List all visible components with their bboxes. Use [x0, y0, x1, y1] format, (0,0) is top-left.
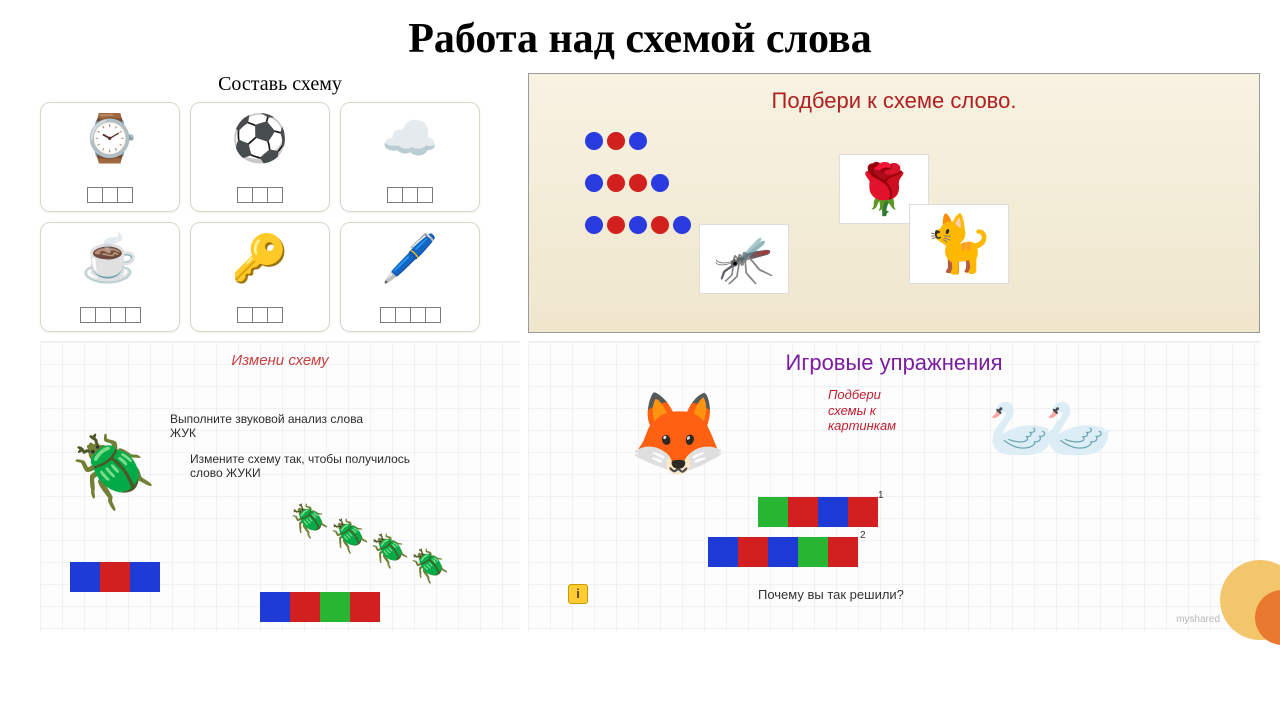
item-card-cup[interactable]: ☕ [40, 222, 180, 332]
answer-cell[interactable] [237, 187, 253, 203]
br-question: Почему вы так решили? [758, 587, 904, 602]
beetle-small-2: 🪲 [330, 517, 370, 555]
color-cell [788, 497, 818, 527]
panel-make-scheme: Составь схему ⌚ ⚽ ☁️ ☕ 🔑 🖊️ [40, 73, 520, 333]
panel-game-exercises: Игровые упражнения Подбери схемы к карти… [528, 341, 1260, 631]
answer-cell[interactable] [237, 307, 253, 323]
dot-red [629, 174, 647, 192]
beetle-small-4: 🪲 [410, 547, 450, 585]
answer-cell[interactable] [425, 307, 441, 323]
answer-boxes[interactable] [380, 307, 441, 323]
watch-icon: ⌚ [65, 109, 155, 169]
page-title: Работа над схемой слова [0, 0, 1280, 73]
panel-tr-subtitle: Подбери к схеме слово. [545, 88, 1243, 114]
color-cell [350, 592, 380, 622]
dot-red [607, 132, 625, 150]
color-cell [828, 537, 858, 567]
color-cell [708, 537, 738, 567]
ball-icon: ⚽ [215, 109, 305, 169]
cat-picture[interactable]: 🐈 [909, 204, 1009, 284]
answer-cell[interactable] [252, 187, 268, 203]
answer-cell[interactable] [380, 307, 396, 323]
panel-br-subtitle: Игровые упражнения [534, 350, 1254, 376]
dot-blue [629, 132, 647, 150]
cup-icon: ☕ [65, 229, 155, 289]
answer-cell[interactable] [125, 307, 141, 323]
answer-boxes[interactable] [387, 187, 433, 203]
dot-blue [673, 216, 691, 234]
color-strip-1 [758, 497, 878, 527]
bl-text2: Измените схему так, чтобы получилось сло… [190, 452, 420, 480]
beetle-icon: 🪲 [70, 432, 157, 514]
answer-cell[interactable] [387, 187, 403, 203]
answer-cell[interactable] [410, 307, 426, 323]
beetle-small-1: 🪲 [290, 502, 330, 540]
answer-cell[interactable] [80, 307, 96, 323]
dot-red [651, 216, 669, 234]
color-cell [290, 592, 320, 622]
answer-cell[interactable] [267, 307, 283, 323]
answer-cell[interactable] [87, 187, 103, 203]
answer-boxes[interactable] [237, 187, 283, 203]
answer-cell[interactable] [102, 187, 118, 203]
panel-change-scheme: Измени схему Выполните звуковой анализ с… [40, 341, 520, 631]
color-cell [758, 497, 788, 527]
fox-icon: 🦊 [628, 387, 728, 481]
panel-bl-subtitle: Измени схему [46, 352, 514, 369]
color-cell [320, 592, 350, 622]
answer-cell[interactable] [117, 187, 133, 203]
beetle-small-3: 🪲 [370, 532, 410, 570]
answer-boxes[interactable] [87, 187, 133, 203]
strip2-label: 2 [860, 530, 866, 541]
dot-red [607, 174, 625, 192]
br-small-text: Подбери схемы к картинкам [828, 387, 918, 434]
mosquito-picture[interactable]: 🦟 [699, 224, 789, 294]
dot-row-1[interactable] [585, 132, 1243, 150]
color-cell [798, 537, 828, 567]
geese-icon: 🦢🦢 [988, 397, 1101, 461]
info-button[interactable]: i [568, 584, 588, 604]
panel-match-word: Подбери к схеме слово. 🌹🦟🐈 [528, 73, 1260, 333]
answer-boxes[interactable] [237, 307, 283, 323]
color-strip-zhuk [70, 562, 160, 592]
color-cell [818, 497, 848, 527]
answer-cell[interactable] [95, 307, 111, 323]
decoration-corner [1200, 550, 1280, 660]
dot-blue [585, 174, 603, 192]
color-cell [100, 562, 130, 592]
strip1-label: 1 [878, 490, 884, 501]
key-icon: 🔑 [215, 229, 305, 289]
dot-blue [629, 216, 647, 234]
item-grid: ⌚ ⚽ ☁️ ☕ 🔑 🖊️ [40, 102, 520, 332]
answer-cell[interactable] [417, 187, 433, 203]
dot-blue [651, 174, 669, 192]
color-cell [70, 562, 100, 592]
answer-cell[interactable] [267, 187, 283, 203]
answer-cell[interactable] [252, 307, 268, 323]
dot-red [607, 216, 625, 234]
answer-boxes[interactable] [80, 307, 141, 323]
answer-cell[interactable] [110, 307, 126, 323]
item-card-ball[interactable]: ⚽ [190, 102, 330, 212]
color-cell [130, 562, 160, 592]
cloud-icon: ☁️ [365, 109, 455, 169]
color-cell [738, 537, 768, 567]
panel-tl-subtitle: Составь схему [40, 73, 520, 96]
item-card-watch[interactable]: ⌚ [40, 102, 180, 212]
answer-cell[interactable] [402, 187, 418, 203]
color-strip-2 [708, 537, 858, 567]
item-card-cloud[interactable]: ☁️ [340, 102, 480, 212]
answer-cell[interactable] [395, 307, 411, 323]
item-card-pen[interactable]: 🖊️ [340, 222, 480, 332]
dot-blue [585, 216, 603, 234]
bl-text1: Выполните звуковой анализ слова ЖУК [170, 412, 370, 440]
content-grid: Составь схему ⌚ ⚽ ☁️ ☕ 🔑 🖊️ Подбери к схеме с… [0, 73, 1280, 631]
color-cell [260, 592, 290, 622]
dot-blue [585, 132, 603, 150]
color-strip-zhuki [260, 592, 380, 622]
color-cell [768, 537, 798, 567]
item-card-key[interactable]: 🔑 [190, 222, 330, 332]
pen-icon: 🖊️ [365, 229, 455, 289]
color-cell [848, 497, 878, 527]
